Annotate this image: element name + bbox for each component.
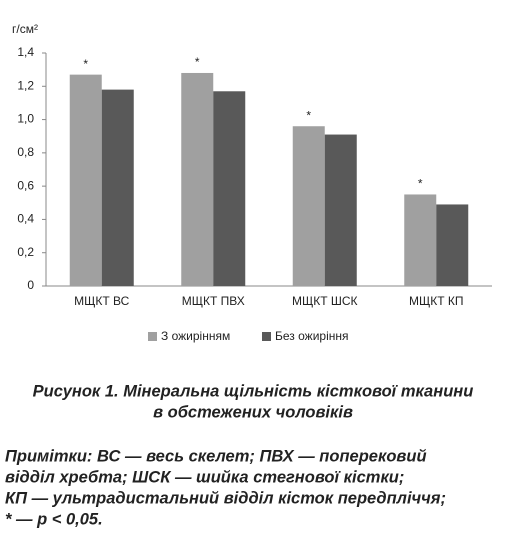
note-line: відділ хребта; ШСК — шийка стегнової кіс… <box>5 468 404 486</box>
y-tick-label: 1,4 <box>17 45 34 59</box>
x-tick-label: МЩКТ ШСК <box>292 294 358 308</box>
bar <box>181 72 214 286</box>
note-line: КП — ультрадистальний відділ кісток пере… <box>5 489 446 507</box>
legend-label: Без ожиріння <box>275 329 348 343</box>
y-tick-label: 0,6 <box>17 178 34 192</box>
significance-mark: * <box>195 55 200 69</box>
bar <box>436 204 469 286</box>
x-tick-label: МЩКТ КП <box>409 294 464 308</box>
x-tick-label: МЩКТ ВС <box>74 294 130 308</box>
caption-line: Рисунок 1. Мінеральна щільність кістково… <box>33 382 474 400</box>
bar <box>213 91 246 287</box>
y-axis-label: г/см² <box>12 22 38 36</box>
note-line: Примітки: ВС — весь скелет; ПВХ — попере… <box>5 447 427 465</box>
bar <box>404 194 437 286</box>
bar <box>324 134 357 286</box>
significance-mark: * <box>418 177 423 191</box>
legend-swatch <box>148 332 157 341</box>
bar <box>69 74 102 286</box>
x-tick-label: МЩКТ ПВХ <box>182 294 245 308</box>
y-tick-label: 0,8 <box>17 145 34 159</box>
bar <box>292 126 325 286</box>
y-tick-label: 0,4 <box>17 212 34 226</box>
significance-mark: * <box>306 108 311 122</box>
bar <box>101 89 134 286</box>
note-line: * — р < 0,05. <box>5 510 103 528</box>
caption-line: в обстежених чоловіків <box>153 403 353 421</box>
y-tick-label: 1,0 <box>17 112 34 126</box>
legend-swatch <box>262 332 271 341</box>
y-tick-label: 0 <box>27 278 34 292</box>
y-tick-label: 0,2 <box>17 245 34 259</box>
legend-label: З ожирінням <box>161 329 230 343</box>
significance-mark: * <box>83 57 88 71</box>
y-tick-label: 1,2 <box>17 78 34 92</box>
